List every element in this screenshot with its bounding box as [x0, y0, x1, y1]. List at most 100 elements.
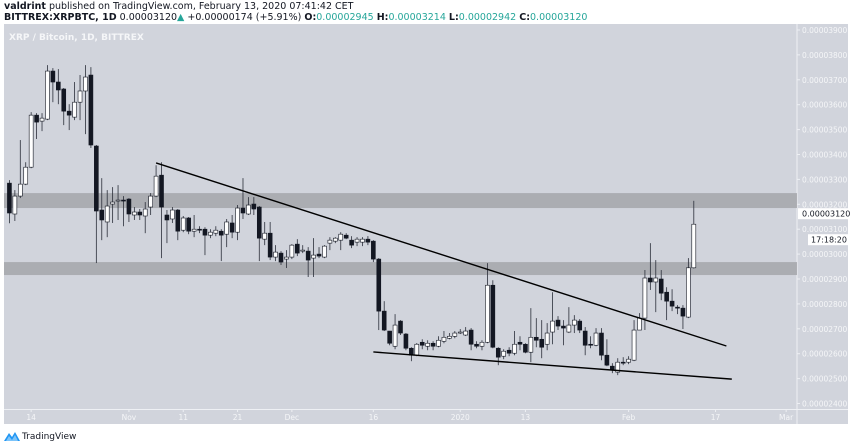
candle-body	[316, 253, 322, 257]
plot-area[interactable]	[4, 24, 797, 409]
author-name[interactable]: valdrint	[4, 1, 46, 12]
candle-body	[354, 238, 360, 243]
candle-down	[66, 104, 72, 131]
candle-up	[289, 244, 295, 260]
candle-down	[604, 339, 610, 367]
candle-up	[273, 245, 278, 262]
trendline	[155, 162, 727, 347]
price-label-box	[798, 208, 848, 220]
candle-body	[170, 209, 175, 220]
candle-down	[126, 198, 132, 222]
price-tick-label: 0.00003600	[802, 101, 848, 110]
candle-down	[316, 247, 322, 259]
tradingview-logo[interactable]: TradingView	[4, 431, 76, 442]
time-axis[interactable]	[4, 409, 797, 424]
candle-body	[360, 238, 365, 243]
candle-body	[517, 341, 523, 345]
candle-up	[463, 327, 468, 337]
candle-down	[664, 287, 669, 321]
candle-down	[419, 339, 425, 350]
candle-down	[371, 240, 376, 263]
candle-up	[191, 215, 197, 238]
price-tick-label: 0.00003300	[802, 175, 848, 184]
candle-up	[12, 190, 18, 221]
candle-body	[403, 333, 409, 349]
candle-body	[175, 209, 181, 232]
candle-down	[648, 243, 653, 290]
candle-down	[175, 209, 181, 241]
candle-down	[582, 327, 588, 356]
price-label-text: 0.00003120	[802, 210, 850, 219]
candle-up	[262, 221, 268, 246]
candle-body	[327, 239, 333, 244]
candle-up	[110, 187, 115, 223]
close-label: C:	[519, 12, 530, 23]
price-tick-label: 0.00002900	[802, 275, 848, 284]
candle-down	[675, 305, 680, 315]
candle-body	[686, 267, 691, 318]
candle-down	[343, 233, 349, 240]
candle-up	[441, 331, 447, 344]
candle-down	[669, 289, 675, 312]
candle-up	[631, 320, 637, 362]
candle-up	[479, 340, 485, 351]
candle-down	[599, 328, 604, 361]
candle-body	[180, 217, 186, 231]
candle-body	[539, 338, 545, 348]
candle-body	[132, 211, 137, 216]
candle-up	[501, 349, 506, 360]
candle-up	[72, 82, 77, 121]
last-price: 0.00003120	[119, 12, 178, 23]
horizontal-zone	[4, 262, 797, 276]
candle-body	[72, 101, 77, 118]
candle-body	[392, 324, 398, 347]
candle-body	[544, 332, 550, 345]
candle-down	[137, 209, 143, 220]
candle-up	[485, 263, 490, 344]
chart-title: XRP / Bitcoin, 1D, BITTREX	[9, 33, 144, 43]
candle-up	[142, 202, 148, 234]
candle-body	[235, 207, 240, 233]
candle-body	[349, 239, 354, 246]
candle-body	[289, 244, 295, 258]
candle-down	[561, 320, 566, 346]
candle-body	[333, 237, 338, 242]
candle-up	[653, 260, 659, 313]
candle-down	[197, 226, 202, 234]
candle-up	[213, 226, 219, 237]
candle-down	[490, 280, 496, 349]
candle-down	[381, 301, 387, 332]
candle-body	[273, 251, 278, 258]
candle-body	[414, 343, 420, 356]
candle-up	[17, 140, 23, 199]
low-label: L:	[448, 12, 459, 23]
candle-body	[56, 81, 61, 91]
price-axis[interactable]	[797, 24, 848, 424]
high-value: 0.00003214	[388, 12, 446, 23]
candle-body	[66, 110, 72, 116]
candle-body	[278, 252, 284, 263]
candle-body	[620, 361, 626, 364]
candle-up	[284, 250, 289, 269]
candle-down	[539, 320, 545, 359]
candle-down	[164, 210, 170, 244]
time-tick-label: 2020	[451, 413, 470, 422]
candle-up	[235, 205, 240, 241]
candle-up	[77, 75, 83, 121]
price-tick-label: 0.00003700	[802, 76, 848, 85]
candle-down	[50, 68, 56, 103]
candle-up	[354, 237, 360, 247]
candle-body	[262, 232, 268, 240]
price-tick-label: 0.00003500	[802, 126, 848, 135]
candle-body	[295, 243, 300, 254]
countdown-box	[808, 234, 848, 246]
candle-up	[615, 358, 621, 376]
price-tick-label: 0.00002600	[802, 350, 848, 359]
current-price-label: 0.00003120 17:18:20	[798, 208, 850, 246]
candle-body	[121, 199, 126, 202]
candle-body	[398, 320, 403, 334]
candle-body	[126, 198, 132, 215]
candle-body	[425, 342, 430, 347]
candle-up	[104, 190, 110, 238]
